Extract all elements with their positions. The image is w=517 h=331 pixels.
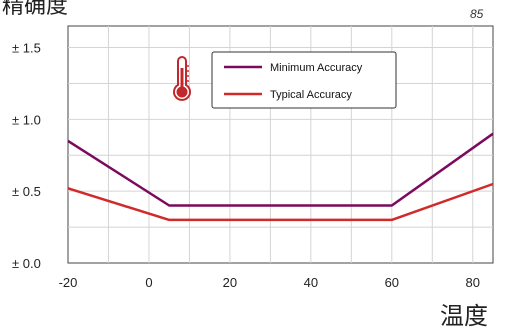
y-axis-title: 精确度 — [2, 0, 68, 19]
x-tick-label: 60 — [385, 275, 399, 290]
corner-note: 85 — [470, 7, 484, 21]
x-axis-title: 温度 — [440, 302, 488, 330]
series-line-typical-accuracy — [67, 182, 494, 222]
y-tick-label: ± 0.0 — [12, 256, 41, 271]
grid-lines — [68, 26, 493, 263]
y-tick-label: ± 1.0 — [12, 112, 41, 127]
legend-label-typical: Typical Accuracy — [270, 89, 352, 101]
tick-labels: -20 0 20 40 60 80 ± 0.0 ± 0.5 ± 1.0 ± 1.5 — [12, 41, 480, 290]
thermometer-icon — [173, 56, 191, 101]
legend: Minimum Accuracy Typical Accuracy — [211, 51, 397, 109]
x-tick-label: 20 — [223, 275, 237, 290]
x-tick-label: 40 — [304, 275, 318, 290]
y-tick-label: ± 0.5 — [12, 184, 41, 199]
series-lines — [67, 132, 494, 222]
x-tick-label: 0 — [145, 275, 152, 290]
y-tick-label: ± 1.5 — [12, 41, 41, 56]
legend-label-minimum: Minimum Accuracy — [270, 62, 363, 74]
x-tick-label: 80 — [466, 275, 480, 290]
x-tick-label: -20 — [59, 275, 78, 290]
series-line-minimum-accuracy — [67, 132, 494, 207]
